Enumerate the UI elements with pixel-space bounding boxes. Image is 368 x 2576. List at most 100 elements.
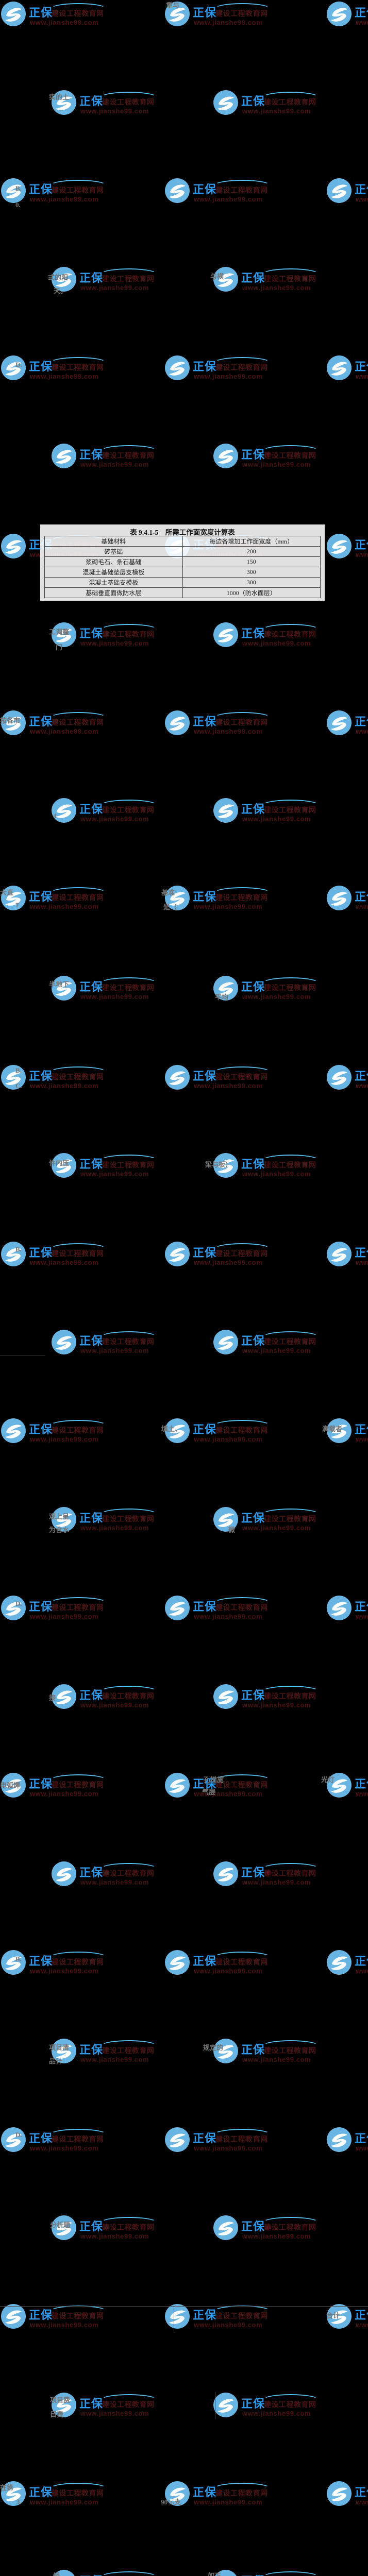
zhengbao-logo-icon [52,2215,76,2240]
watermark-brand-text: 正保 [355,2486,368,2499]
watermark-url-text: www.jianshe99.com [356,727,368,735]
watermark-url-text: www.jianshe99.com [80,2056,149,2063]
text-fragment: B. [15,1245,22,1253]
watermark-brand-text: 正保 [241,2572,265,2576]
zhengbao-logo-icon [1,1950,26,1975]
watermark-brand-text: 正保 [355,6,368,19]
zhengbao-logo-icon [213,444,238,468]
zhengbao-logo-icon [165,1596,190,1620]
zhengbao-logo-icon [327,710,352,735]
zhengbao-logo-icon [165,886,190,910]
table-cell: 150 [182,556,321,567]
watermark-brand-text: 正保 [241,272,265,284]
watermark-brand-text: 正保 [193,1423,217,1436]
watermark-url-text: www.jianshe99.com [242,1347,311,1354]
zhengbao-logo-icon [1,886,26,910]
watermark-brand-text: 正保 [241,1158,265,1171]
watermark-site-text: 建设工程教育网 [102,2047,155,2055]
watermark-brand-text: 正保 [29,2309,53,2321]
watermark-site-text: 建设工程教育网 [264,2047,316,2055]
text-fragment: B. [15,1955,22,1963]
text-fragment: 分析题 [50,2221,71,2229]
watermark-url-text: www.jianshe99.com [80,107,149,115]
watermark-url-text: www.jianshe99.com [80,993,149,1001]
zhengbao-logo-icon [213,622,238,647]
text-fragment: 大直 [0,889,14,896]
watermark-url-text: www.jianshe99.com [242,2232,311,2240]
watermark-site-text: 建设工程教育网 [52,894,104,902]
zhengbao-logo-icon [165,1242,190,1266]
zhengbao-logo-icon [213,1153,238,1178]
watermark-url-text: www.jianshe99.com [356,1259,368,1266]
watermark-arc [262,92,319,103]
watermark-site-text: 建设工程教育网 [215,894,268,902]
zhengbao-logo-icon [1,1242,26,1266]
watermark-arc [50,3,107,14]
table-title: 表 9.4.1-5 所需工作面宽度计算表 [130,529,235,536]
watermark-site-text: 建设工程教育网 [52,2136,104,2144]
watermark-url-text: www.jianshe99.com [80,1878,149,1886]
watermark-arc [214,180,271,191]
watermark-site-text: 建设工程教育网 [264,452,316,460]
watermark-url-text: www.jianshe99.com [242,1524,311,1532]
workface-width-table: 基础材料 每边各增加工作面宽度（mm） 砖基础 200 浆砌毛石、条石基础 150 混凝土基… [44,536,321,598]
watermark-brand-text: 正保 [79,2220,104,2233]
watermark-url-text: www.jianshe99.com [80,639,149,647]
watermark-url-text: www.jianshe99.com [194,1790,263,1798]
watermark-site-text: 建设工程教育网 [264,1516,316,1523]
text-fragment: 平均 [215,993,229,1001]
watermark-brand-text: 正保 [355,1955,368,1968]
watermark-brand-text: 正保 [355,183,368,196]
watermark-brand-text: 正保 [29,2486,53,2499]
table-cell: 浆砌毛石、条石基础 [44,556,183,567]
text-fragment: 观上呈 [49,1513,70,1520]
watermark-arc [214,1420,271,1431]
watermark-brand-text: 正保 [29,1070,53,1082]
watermark-url-text: www.jianshe99.com [30,372,99,380]
watermark-arc [214,1774,271,1786]
watermark-url-text: www.jianshe99.com [356,19,368,26]
text-fragment: 为含水 [49,1526,70,1534]
watermark-site-text: 建设工程教育网 [52,364,104,372]
zhengbao-logo-icon [52,1153,76,1178]
watermark-url-text: www.jianshe99.com [242,1701,311,1709]
text-fragment: 气层 [202,1788,216,1796]
zhengbao-logo-icon [213,1507,238,1532]
zhengbao-logo-icon [327,2481,352,2506]
zhengbao-logo-icon [327,2304,352,2329]
zhengbao-logo-icon [213,2393,238,2417]
watermark-site-text: 建设工程教育网 [215,187,268,195]
watermark-brand-text: 正保 [355,1600,368,1613]
watermark-arc [50,1774,107,1786]
watermark-url-text: www.jianshe99.com [30,1790,99,1798]
zhengbao-logo-icon [165,355,190,380]
watermark-url-text: www.jianshe99.com [80,815,149,823]
text-fragment: 7 [15,901,19,909]
watermark-url-text: www.jianshe99.com [194,2144,263,2152]
zhengbao-logo-icon [213,2215,238,2240]
zhengbao-logo-icon [52,90,76,115]
watermark-site-text: 建设工程教育网 [264,2224,316,2232]
watermark-arc [50,1597,107,1608]
table-panel: 表 9.4.1-5 所需工作面宽度计算表 基础材料 每边各增加工作面宽度（mm）砖… [40,524,325,601]
watermark-arc [262,2217,319,2228]
watermark-brand-text: 正保 [241,1866,265,1879]
zhengbao-logo-icon [1,1773,26,1798]
watermark-brand-text: 正保 [193,2132,217,2145]
zhengbao-logo-icon [327,1065,352,1090]
table-column-header: 基础材料 [44,536,183,547]
zhengbao-logo-icon [52,1507,76,1532]
watermark-brand-text: 正保 [355,890,368,903]
